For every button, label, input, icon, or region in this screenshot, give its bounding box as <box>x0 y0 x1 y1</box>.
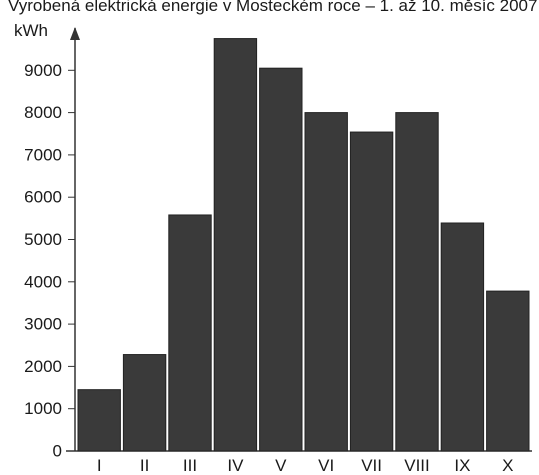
y-tick-label: 7000 <box>24 145 62 164</box>
y-tick-label: 0 <box>53 442 62 461</box>
x-category-label: I <box>97 456 102 475</box>
bar-ii <box>122 354 167 452</box>
chart-title: Vyrobená elektrická energie v Mosteckém … <box>8 0 537 15</box>
y-tick-label: 6000 <box>24 188 62 207</box>
y-tick-label: 4000 <box>24 272 62 291</box>
x-category-label: VII <box>361 456 382 475</box>
y-tick-label: 3000 <box>24 315 62 334</box>
x-category-label: V <box>275 456 287 475</box>
y-axis-arrow-icon <box>70 27 80 40</box>
x-category-label: II <box>140 456 149 475</box>
y-tick-label: 8000 <box>24 103 62 122</box>
y-tick-label: 5000 <box>24 230 62 249</box>
y-tick-label: 9000 <box>24 61 62 80</box>
bar-vi <box>304 112 348 452</box>
bar-viii <box>395 112 439 452</box>
bar-v <box>259 67 303 452</box>
x-category-label: III <box>183 456 197 475</box>
bar-i <box>77 389 121 452</box>
x-axis-labels: I II III IV V VI VII VIII IX X <box>97 456 514 475</box>
x-category-label: X <box>502 456 513 475</box>
x-category-label: IV <box>227 456 244 475</box>
bar-ix <box>440 222 485 452</box>
x-category-label: VI <box>318 456 334 475</box>
x-category-label: VIII <box>404 456 430 475</box>
bar-iii <box>168 214 212 452</box>
bar-vii <box>349 131 394 452</box>
bar-x <box>486 290 530 452</box>
y-tick-label: 1000 <box>24 399 62 418</box>
x-category-label: IX <box>454 456 470 475</box>
y-axis-unit-label: kWh <box>14 21 48 40</box>
bar-iv <box>213 38 258 452</box>
bars <box>77 38 530 452</box>
y-tick-label: 2000 <box>24 357 62 376</box>
y-axis-ticks: 0 1000 2000 3000 4000 5000 6000 7000 8000 9000 <box>24 61 75 461</box>
